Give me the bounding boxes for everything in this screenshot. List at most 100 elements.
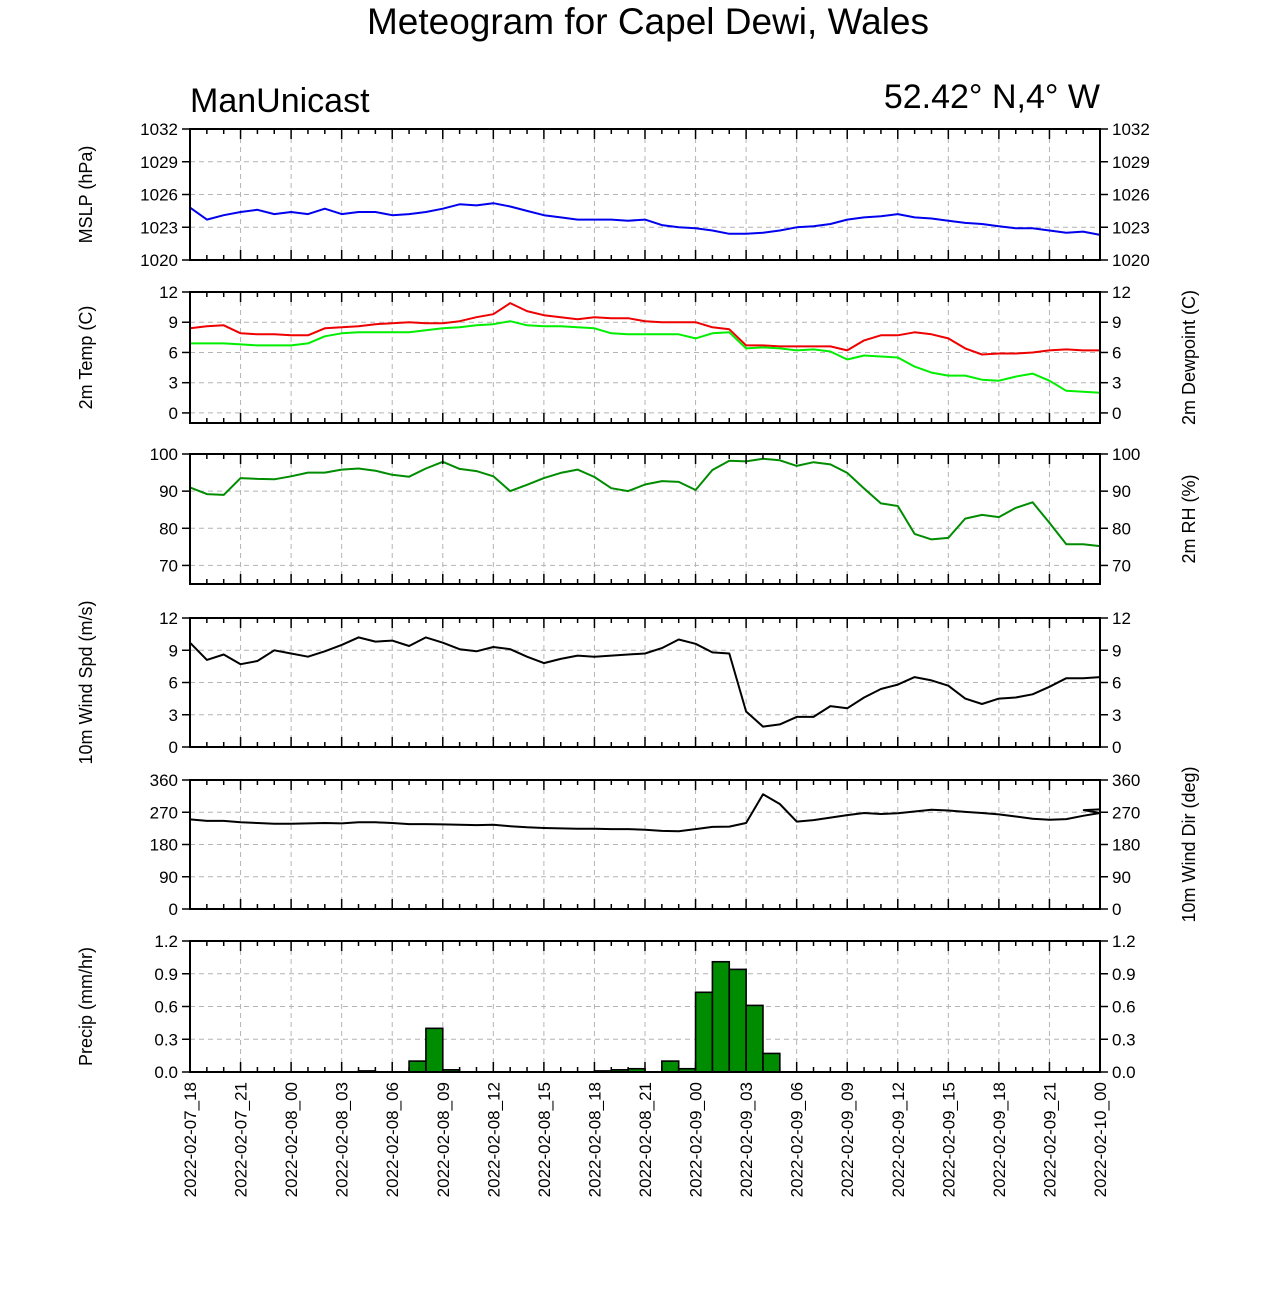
panel-mslp: 1020 1020 1023 1023 1026 1026 1029 1029 1032 1032… [76,120,1150,270]
y-tick-label-right: 9 [1112,641,1121,660]
y-tick-label-right: 100 [1112,445,1140,464]
panels-group: 1020 1020 1023 1023 1026 1026 1029 1029 1032 1032… [76,120,1199,1082]
y-tick-label-left: 0.0 [154,1063,178,1082]
y-tick-label-left: 12 [159,609,178,628]
precip-bar [745,1004,764,1073]
y-tick-label-left: 0.3 [154,1030,178,1049]
y-axis-title-right: 2m RH (%) [1179,475,1199,564]
x-tick-label: 2022-02-08_06 [383,1082,402,1197]
x-tick-label: 2022-02-09_00 [687,1082,706,1197]
y-tick-label-right: 0.0 [1112,1063,1136,1082]
precip-bar [762,1052,781,1073]
panel-temperature: 0 0 3 3 6 6 9 9 12 12 2m Temp (C) 2m Dewpoint (C) [76,283,1199,425]
y-tick-label-left: 9 [169,313,178,332]
y-axis-title-left: Precip (mm/hr) [76,947,96,1066]
y-tick-label-right: 1.2 [1112,932,1136,951]
precip-bar [728,968,747,1073]
y-tick-label-left: 9 [169,641,178,660]
y-tick-label-right: 12 [1112,609,1131,628]
panel-wind-speed: 0 0 3 3 6 6 9 9 12 12 10m Wind Spd (m/s) [76,600,1131,764]
y-axis-title-right: 2m Dewpoint (C) [1179,290,1199,425]
temp-line [189,302,1100,356]
x-tick-label: 2022-02-08_12 [484,1082,503,1197]
y-tick-label-right: 80 [1112,519,1131,538]
mslp-line [189,202,1101,236]
x-tick-label: 2022-02-09_12 [889,1082,908,1197]
y-tick-label-left: 360 [150,771,178,790]
y-tick-label-left: 1032 [140,120,178,139]
y-tick-label-left: 1020 [140,251,178,270]
y-axis-title-right: 10m Wind Dir (deg) [1179,766,1199,922]
y-tick-label-right: 1020 [1112,251,1150,270]
y-tick-label-left: 1023 [140,218,178,237]
y-tick-label-left: 0 [169,900,178,919]
y-tick-label-left: 0 [169,404,178,423]
y-axis-title-left: MSLP (hPa) [76,146,96,244]
y-tick-label-right: 0.3 [1112,1030,1136,1049]
x-tick-label: 2022-02-09_09 [838,1082,857,1197]
y-tick-label-right: 90 [1112,868,1131,887]
precip-bar [711,960,731,1073]
y-tick-label-left: 3 [169,374,178,393]
x-tick-label: 2022-02-08_03 [333,1082,352,1197]
y-tick-label-left: 3 [169,706,178,725]
location-coordinates-label: 52.42° N,4° W [884,78,1100,116]
y-tick-label-left: 1.2 [154,932,178,951]
y-tick-label-right: 70 [1112,556,1131,575]
y-tick-label-right: 0 [1112,900,1121,919]
y-tick-label-right: 6 [1112,343,1121,362]
y-tick-label-left: 1029 [140,153,178,172]
y-tick-label-right: 0 [1112,738,1121,757]
precip-bar [694,991,714,1073]
y-tick-label-right: 1026 [1112,186,1150,205]
y-tick-label-right: 1032 [1112,120,1150,139]
x-tick-label: 2022-02-09_21 [1040,1082,1059,1197]
y-tick-label-left: 1026 [140,186,178,205]
y-tick-label-left: 100 [150,445,178,464]
y-tick-label-left: 90 [159,868,178,887]
x-tick-label: 2022-02-08_00 [282,1082,301,1197]
y-tick-label-left: 270 [150,803,178,822]
y-tick-label-right: 0 [1112,404,1121,423]
chart-title: Meteogram for Capel Dewi, Wales [367,1,929,42]
y-axis-title-left: 10m Wind Spd (m/s) [76,600,96,764]
time-axis: 2022-02-07_18 2022-02-07_21 2022-02-08_00 2… [181,1082,1110,1197]
x-tick-label: 2022-02-08_09 [434,1082,453,1197]
y-tick-label-right: 6 [1112,674,1121,693]
wind-line [189,636,1101,728]
y-tick-label-right: 1029 [1112,153,1150,172]
precip-bar [408,1060,427,1073]
x-tick-label: 2022-02-09_03 [737,1082,756,1197]
rh-line [189,457,1101,548]
x-tick-label: 2022-02-07_18 [181,1082,200,1197]
y-tick-label-left: 90 [159,482,178,501]
y-tick-label-right: 3 [1112,706,1121,725]
precip-bar [661,1060,680,1073]
y-tick-label-right: 12 [1112,283,1131,302]
y-tick-label-right: 90 [1112,482,1131,501]
x-tick-label: 2022-02-09_15 [939,1082,958,1197]
panel-wind-direction: 0 0 90 90 180 180 270 270 360 360 10m Wind Dir (de… [150,766,1199,922]
y-tick-label-left: 70 [159,556,178,575]
panel-rh: 70 70 80 80 90 90 100 100 2m RH (%) [150,445,1199,585]
y-tick-label-right: 360 [1112,771,1140,790]
y-tick-label-left: 12 [159,283,178,302]
x-tick-label: 2022-02-08_15 [535,1082,554,1197]
x-tick-label: 2022-02-10_00 [1091,1082,1110,1197]
y-tick-label-left: 6 [169,674,178,693]
y-tick-label-left: 6 [169,343,178,362]
precip-bar [425,1027,444,1073]
y-tick-label-right: 0.6 [1112,998,1136,1017]
y-tick-label-right: 1023 [1112,218,1150,237]
x-tick-label: 2022-02-09_18 [990,1082,1009,1197]
y-tick-label-left: 180 [150,836,178,855]
x-tick-label: 2022-02-08_18 [585,1082,604,1197]
y-tick-label-right: 0.9 [1112,965,1136,984]
x-tick-label: 2022-02-07_21 [232,1082,251,1197]
dewpoint-line [190,320,1101,394]
y-tick-label-left: 0.6 [154,998,178,1017]
y-tick-label-left: 0 [169,738,178,757]
y-tick-label-right: 3 [1112,374,1121,393]
x-tick-label: 2022-02-09_06 [788,1082,807,1197]
